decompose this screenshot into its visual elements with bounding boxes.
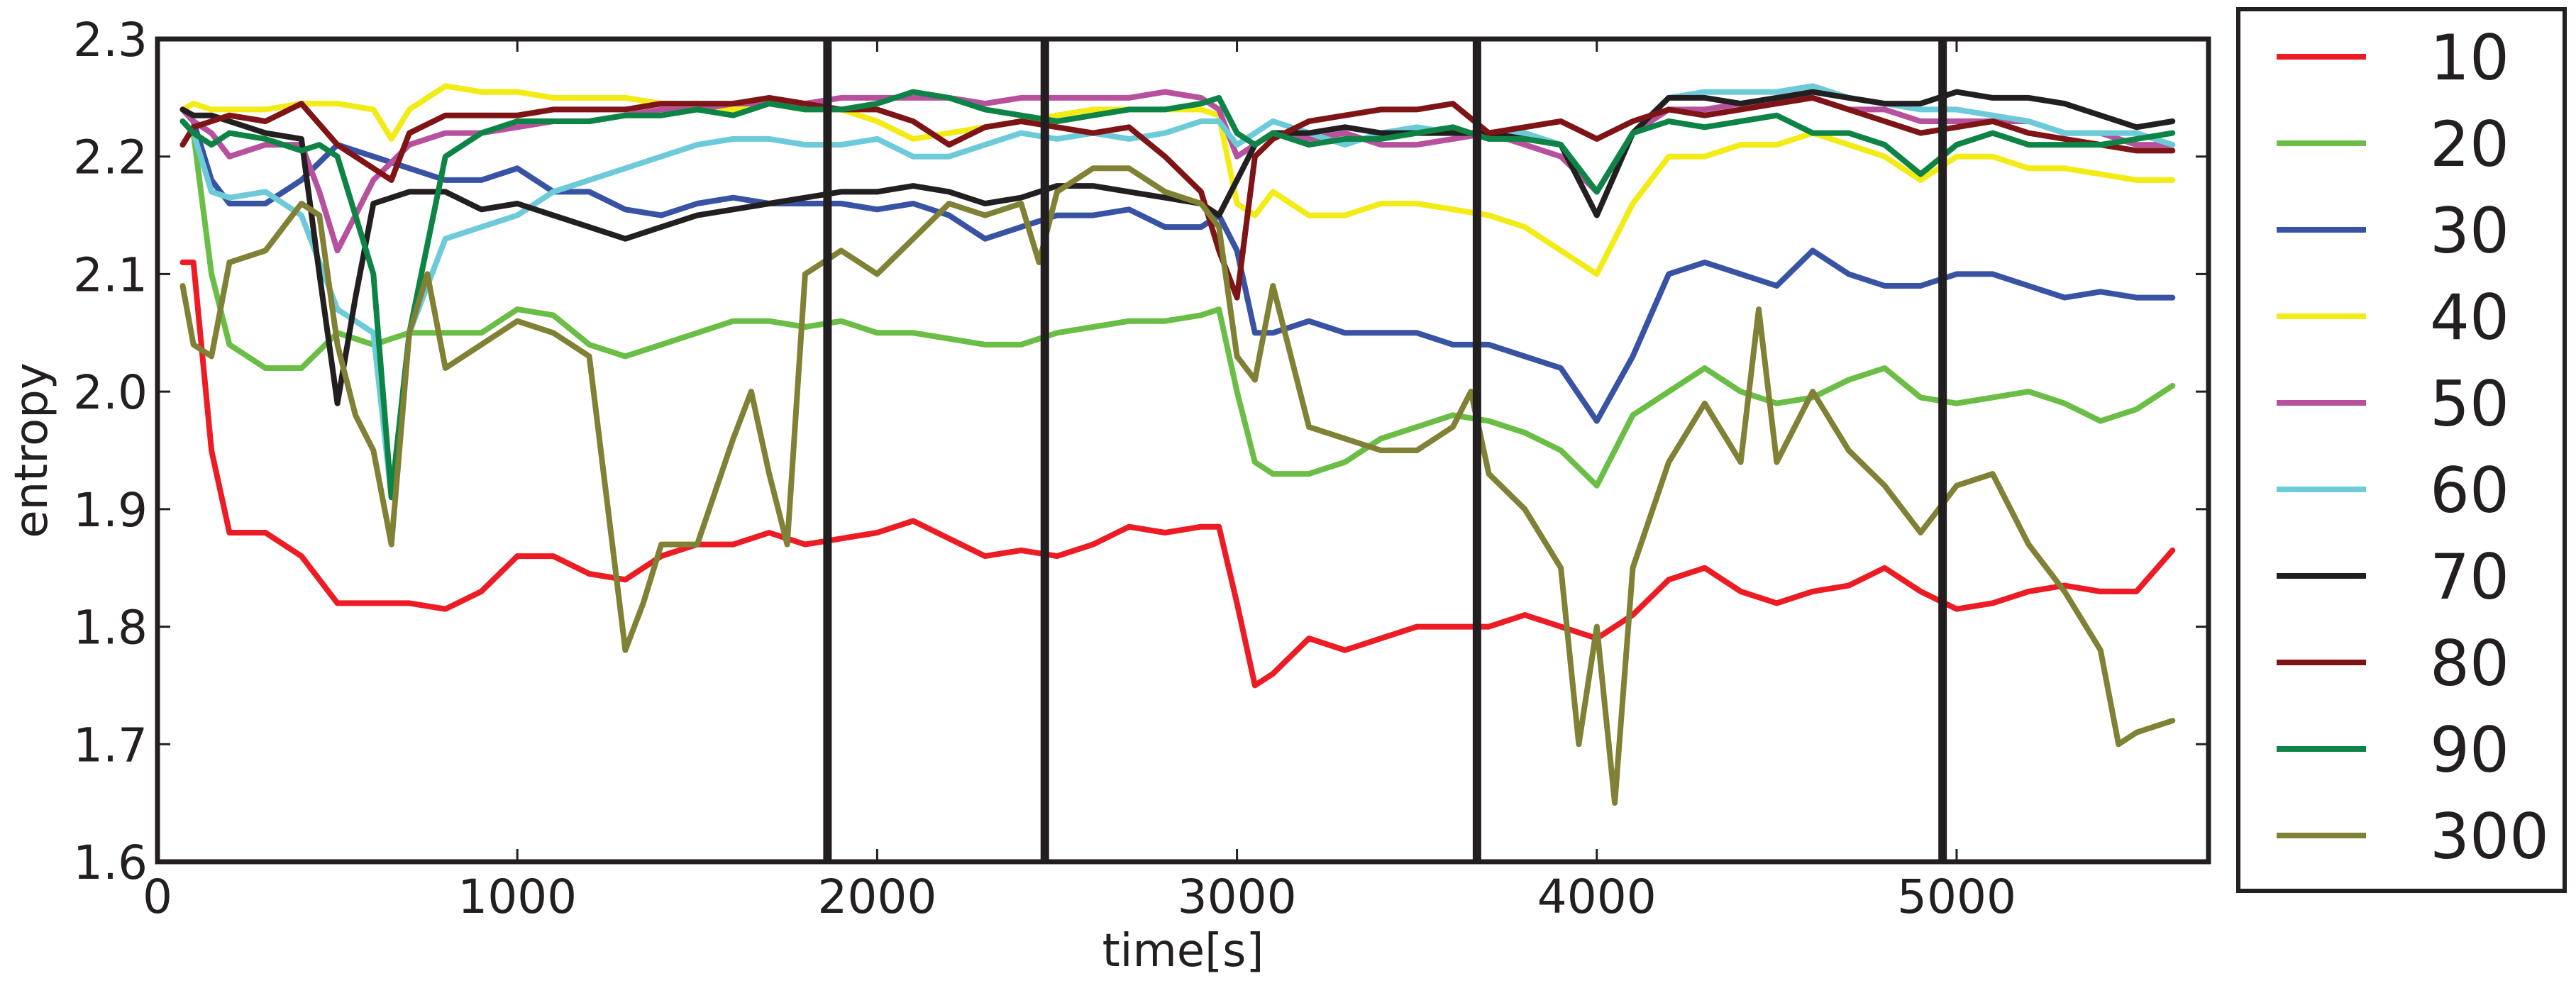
legend-label: 50 <box>2430 367 2509 440</box>
y-tick-label: 2.2 <box>73 131 148 185</box>
x-tick-label: 5000 <box>1897 870 2016 924</box>
y-tick-label: 1.9 <box>73 483 148 538</box>
y-tick-label: 2.0 <box>73 365 148 420</box>
legend-item-80: 80 <box>2277 627 2509 700</box>
series-line-70 <box>179 89 2176 406</box>
tick-labels: 0 1000 2000 3000 4000 5000 1.6 1.7 1.8 1.9 2.0 2.1 2… <box>73 13 2016 924</box>
legend-item-70: 70 <box>2277 540 2509 614</box>
x-tick-label: 2000 <box>817 870 936 924</box>
series-line-80 <box>179 94 2176 301</box>
x-axis-label: time[s] <box>1102 925 1264 977</box>
legend-label: 70 <box>2430 540 2509 614</box>
x-tick-label: 3000 <box>1178 870 1297 924</box>
legend-item-40: 40 <box>2277 281 2509 354</box>
legend-item-10: 10 <box>2277 21 2509 94</box>
series-lines <box>179 83 2176 806</box>
y-tick-label: 2.3 <box>73 13 148 67</box>
legend-item-60: 60 <box>2277 454 2509 527</box>
legend-label: 10 <box>2430 21 2509 94</box>
axes <box>155 36 2211 865</box>
vertical-marker-lines <box>823 39 1947 862</box>
legend: 10 20 30 40 50 60 70 80 90 300 <box>2236 7 2567 893</box>
x-tick-label: 0 <box>143 870 172 924</box>
legend-item-300: 300 <box>2277 800 2549 873</box>
y-axis-label: entropy <box>6 362 58 538</box>
series-line-20 <box>179 118 2176 489</box>
legend-box <box>2236 7 2567 893</box>
legend-item-90: 90 <box>2277 714 2509 787</box>
x-tick-label: 4000 <box>1537 870 1657 924</box>
y-tick-label: 2.1 <box>73 248 148 302</box>
legend-item-50: 50 <box>2277 367 2509 440</box>
legend-label: 80 <box>2430 627 2509 700</box>
legend-label: 40 <box>2430 281 2509 354</box>
legend-label: 30 <box>2430 194 2509 267</box>
legend-label: 300 <box>2430 800 2549 873</box>
legend-item-30: 30 <box>2277 194 2509 267</box>
y-tick-label: 1.6 <box>73 836 148 890</box>
plot-frame <box>155 36 2211 865</box>
x-tick-label: 1000 <box>458 870 577 924</box>
series-line-10 <box>179 259 2176 689</box>
series-line-300 <box>179 165 2176 806</box>
series-line-90 <box>179 89 2176 501</box>
legend-label: 60 <box>2430 454 2509 527</box>
series-line-30 <box>179 106 2176 424</box>
legend-label: 20 <box>2430 108 2509 181</box>
legend-label: 90 <box>2430 714 2509 787</box>
y-tick-label: 1.8 <box>73 601 148 655</box>
y-tick-label: 1.7 <box>73 718 148 772</box>
legend-item-20: 20 <box>2277 108 2509 181</box>
